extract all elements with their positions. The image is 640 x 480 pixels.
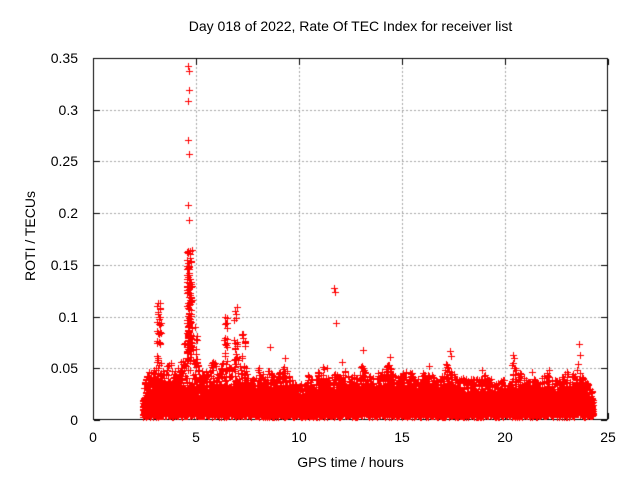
x-tick-label: 0 (89, 429, 97, 445)
chart-title: Day 018 of 2022, Rate Of TEC Index for r… (188, 18, 513, 34)
x-tick-label: 10 (291, 429, 307, 445)
x-tick-label: 25 (600, 429, 616, 445)
x-axis-label: GPS time / hours (297, 454, 404, 470)
x-tick-label: 5 (192, 429, 200, 445)
y-tick-label: 0.25 (50, 153, 78, 169)
y-tick-label: 0 (70, 412, 78, 428)
y-tick-label: 0.05 (50, 360, 78, 376)
y-tick-label: 0.3 (58, 102, 78, 118)
y-tick-label: 0.1 (58, 309, 78, 325)
y-tick-label: 0.35 (50, 50, 78, 66)
x-tick-label: 15 (394, 429, 410, 445)
x-tick-label: 20 (497, 429, 513, 445)
y-tick-label: 0.2 (58, 205, 78, 221)
y-tick-label: 0.15 (50, 257, 78, 273)
